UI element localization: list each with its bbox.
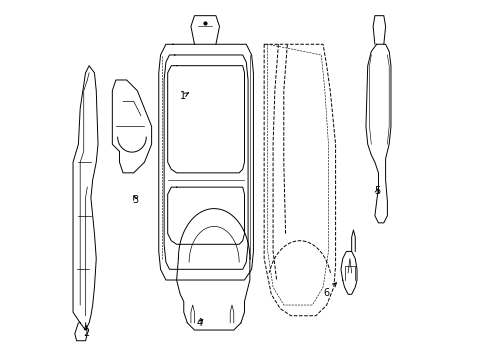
Text: 4: 4: [196, 318, 203, 328]
Text: 1: 1: [179, 91, 188, 101]
Text: 6: 6: [323, 283, 336, 297]
Text: 5: 5: [373, 186, 380, 197]
Text: 2: 2: [83, 325, 90, 338]
Text: 3: 3: [132, 195, 138, 204]
